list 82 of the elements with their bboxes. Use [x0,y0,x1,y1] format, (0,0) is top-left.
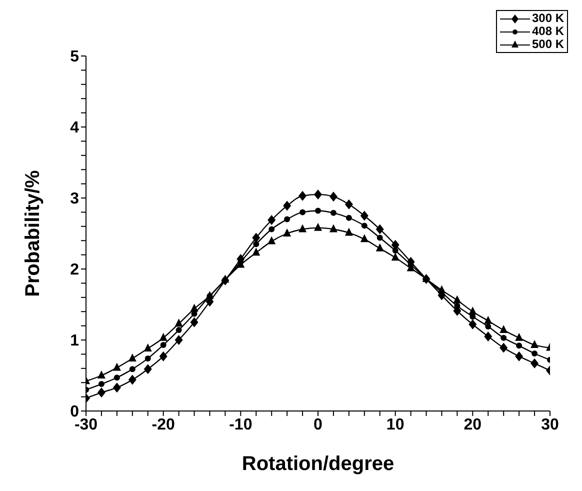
x-tick-label: -10 [229,416,252,434]
point [160,342,166,348]
point [346,214,352,221]
point [252,248,260,256]
point [484,316,492,324]
x-tick-label: 10 [386,416,404,434]
point [329,192,338,202]
point [376,224,384,234]
point [144,355,151,362]
point [485,324,492,330]
point [268,226,275,232]
y-tick-label: 4 [70,120,80,137]
point [376,243,384,252]
y-tick-label: 3 [70,190,80,208]
point [361,222,368,229]
point [97,370,106,378]
point [515,351,524,362]
point [438,285,446,294]
point [190,317,198,328]
y-tick-label: 1 [70,332,80,350]
point [97,388,106,398]
y-tick-label: 5 [70,48,80,66]
point [268,215,276,226]
point [453,295,462,304]
point [454,302,460,309]
point [314,222,322,231]
point [329,224,338,232]
point [159,351,168,362]
point [268,236,276,244]
point [392,248,398,254]
point [532,350,538,356]
y-tick-label: 2 [70,262,80,279]
x-tick-label: 0 [314,416,323,434]
point [391,252,400,261]
point [500,325,508,334]
point [283,200,292,211]
x-axis-title: Rotation/degree [242,453,394,475]
point [128,353,136,362]
point [344,228,353,236]
point [98,381,104,388]
legend-label: 408 K [532,24,564,38]
point [300,209,306,216]
point [468,319,477,330]
point [344,199,353,210]
point [283,228,292,236]
point [174,335,183,345]
point [315,208,321,214]
point [284,216,290,222]
point [252,232,260,243]
point [129,366,136,372]
point [516,342,522,349]
x-tick-label: 20 [464,416,482,434]
x-tick-label: 30 [541,416,559,434]
point [468,306,477,315]
point [330,210,336,216]
point [144,344,152,352]
point [112,362,121,371]
point [144,364,152,374]
point [114,374,120,381]
point [360,210,368,221]
point [174,318,183,327]
y-axis-title: Probability/% [22,170,44,297]
x-tick-label: -20 [152,416,175,434]
point [298,190,307,201]
point [253,241,260,248]
point [500,342,508,353]
point [159,332,168,341]
point [500,334,507,341]
legend-label: 300 K [532,11,564,25]
point [515,332,524,341]
point [360,234,368,242]
point [176,327,182,334]
point [484,331,492,342]
point [190,304,198,312]
point [530,358,539,368]
point [530,340,539,348]
point [314,189,322,200]
point [112,382,121,393]
point [376,234,383,241]
legend-label: 500 K [532,37,564,51]
point [128,374,136,385]
point [298,224,307,232]
